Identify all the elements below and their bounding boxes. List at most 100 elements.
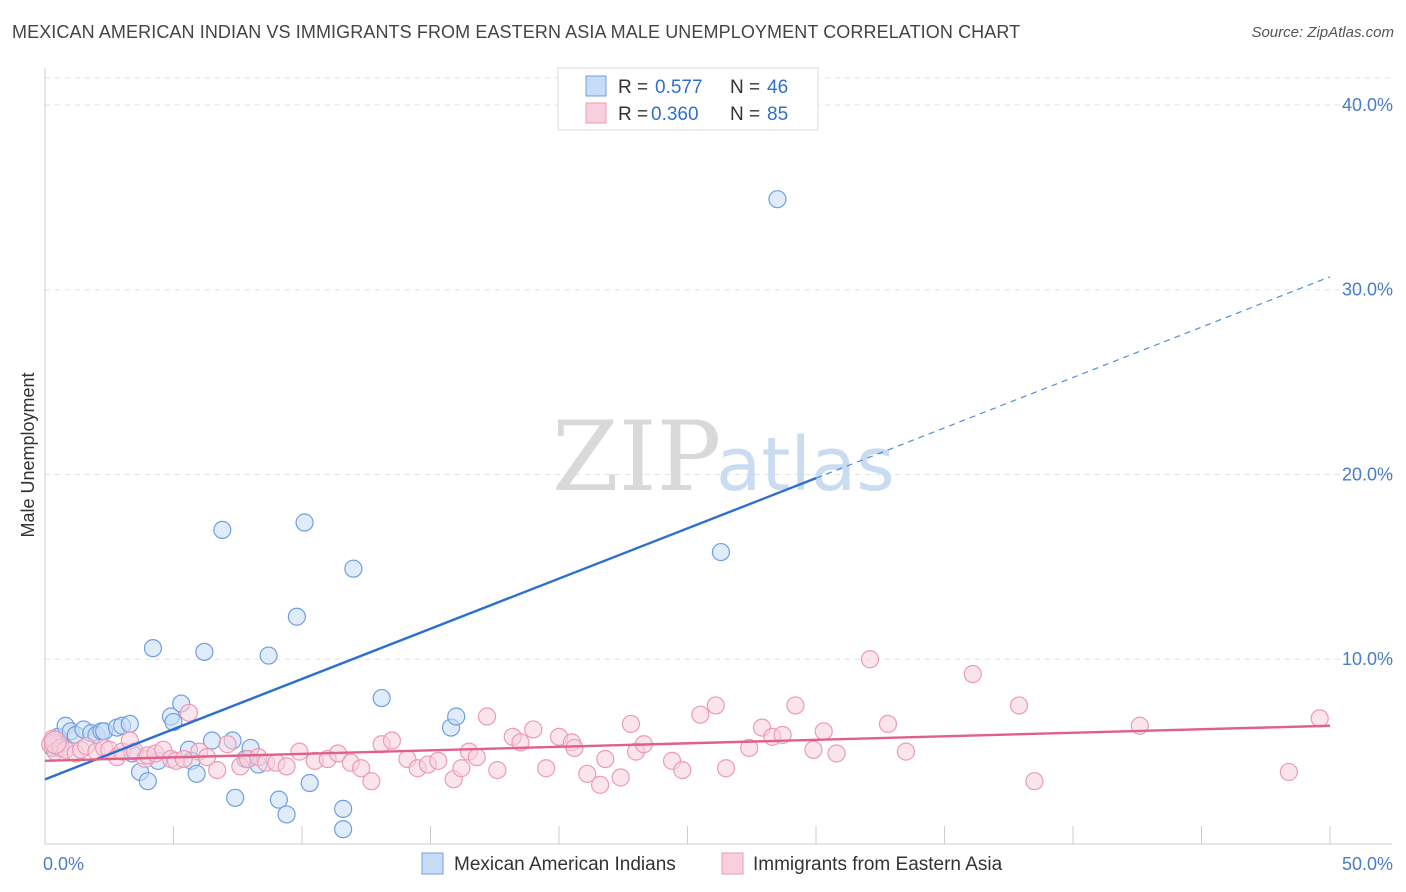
data-point <box>537 759 556 778</box>
legend-n-label: N = <box>730 104 760 125</box>
data-point <box>259 646 278 665</box>
data-point <box>213 520 232 540</box>
data-point <box>187 764 206 783</box>
data-point <box>277 757 296 776</box>
data-point <box>1279 762 1298 782</box>
data-point <box>691 705 710 724</box>
data-point <box>814 722 833 741</box>
data-point <box>382 731 402 750</box>
data-point <box>352 759 371 778</box>
data-point <box>804 740 823 759</box>
data-point <box>768 190 787 209</box>
data-point <box>138 772 157 791</box>
data-point <box>195 642 214 661</box>
data-point <box>565 738 584 758</box>
data-point <box>596 749 615 769</box>
data-point <box>1310 709 1329 728</box>
y-tick-label: 30.0% <box>1342 280 1393 300</box>
data-point <box>673 760 692 780</box>
data-point <box>120 714 139 734</box>
bottom-legend: Mexican American Indians Immigrants from… <box>421 852 1003 875</box>
bottom-legend-label-pink: Immigrants from Eastern Asia <box>753 854 1003 875</box>
data-point <box>621 714 641 734</box>
data-point <box>277 805 296 824</box>
legend-n-value: 85 <box>767 104 788 125</box>
data-point <box>43 730 67 754</box>
watermark: ZIP atlas <box>552 401 895 513</box>
x-tick-label: 50.0% <box>1342 854 1393 874</box>
series-immigrants-eastern-asia-points <box>41 650 1329 794</box>
data-point <box>290 742 309 761</box>
bottom-legend-swatch-blue <box>421 852 444 875</box>
data-point <box>208 760 227 780</box>
data-point <box>226 788 245 807</box>
data-point <box>334 799 353 818</box>
trend-line-pink <box>44 724 1331 763</box>
y-tick-label: 20.0% <box>1342 464 1393 484</box>
y-tick-label: 40.0% <box>1342 95 1393 115</box>
bottom-legend-label-blue: Mexican American Indians <box>454 854 676 875</box>
legend: R = 0.577 N = 46 R = 0.360 N = 85 <box>557 67 819 131</box>
watermark-atlas: atlas <box>716 422 895 508</box>
x-tick-labels: 0.0% 50.0% <box>43 854 1393 874</box>
legend-r-value: 0.577 <box>655 77 703 98</box>
data-point <box>467 748 486 767</box>
data-point <box>896 742 916 761</box>
trend-line-blue-projection <box>815 276 1331 479</box>
legend-r-label: R = <box>618 77 648 98</box>
data-point <box>174 749 193 769</box>
trend-lines <box>44 276 1331 781</box>
chart-source: Source: ZipAtlas.com <box>1251 24 1394 41</box>
data-point <box>591 775 610 794</box>
chart-title: MEXICAN AMERICAN INDIAN VS IMMIGRANTS FR… <box>12 22 1021 42</box>
data-point <box>300 773 319 793</box>
legend-r-label: R = <box>618 104 648 125</box>
data-point <box>218 735 237 754</box>
trend-line-blue <box>44 477 817 781</box>
data-point <box>716 759 736 778</box>
grid-lines <box>45 77 1392 660</box>
data-point <box>447 707 466 726</box>
data-point <box>773 725 792 745</box>
legend-n-value: 46 <box>767 77 788 98</box>
data-point <box>878 714 898 734</box>
data-point <box>963 664 982 684</box>
legend-swatch-pink <box>585 102 607 124</box>
series-mexican-american-indians-points <box>43 190 787 839</box>
legend-n-label: N = <box>730 77 760 98</box>
data-point <box>269 790 288 809</box>
y-tick-labels: 10.0% 20.0% 30.0% 40.0% <box>1342 95 1393 669</box>
data-point <box>452 759 471 778</box>
data-point <box>860 650 880 669</box>
legend-swatch-blue <box>585 75 607 97</box>
data-point <box>578 764 597 783</box>
data-point <box>143 639 163 658</box>
data-point <box>429 751 448 770</box>
legend-r-value: 0.360 <box>651 104 699 125</box>
data-point <box>827 744 846 763</box>
data-point <box>1009 696 1029 715</box>
data-point <box>1025 772 1044 791</box>
data-point <box>477 707 497 726</box>
data-point <box>287 607 306 626</box>
data-point <box>711 542 731 562</box>
data-point <box>740 738 759 758</box>
bottom-legend-swatch-pink <box>721 852 744 875</box>
data-point <box>295 513 314 532</box>
data-point <box>524 720 543 739</box>
y-tick-label: 10.0% <box>1342 649 1393 669</box>
y-axis-title: Male Unemployment <box>18 372 38 537</box>
data-point <box>488 760 507 780</box>
watermark-zip: ZIP <box>552 401 721 513</box>
data-point <box>611 768 630 787</box>
data-point <box>706 696 725 715</box>
data-point <box>334 820 353 839</box>
axes <box>44 68 1392 845</box>
data-point <box>179 703 199 722</box>
x-tick-label: 0.0% <box>43 854 84 874</box>
data-point <box>362 772 381 791</box>
data-point <box>786 696 805 715</box>
data-point <box>372 688 391 708</box>
data-point <box>344 559 363 578</box>
